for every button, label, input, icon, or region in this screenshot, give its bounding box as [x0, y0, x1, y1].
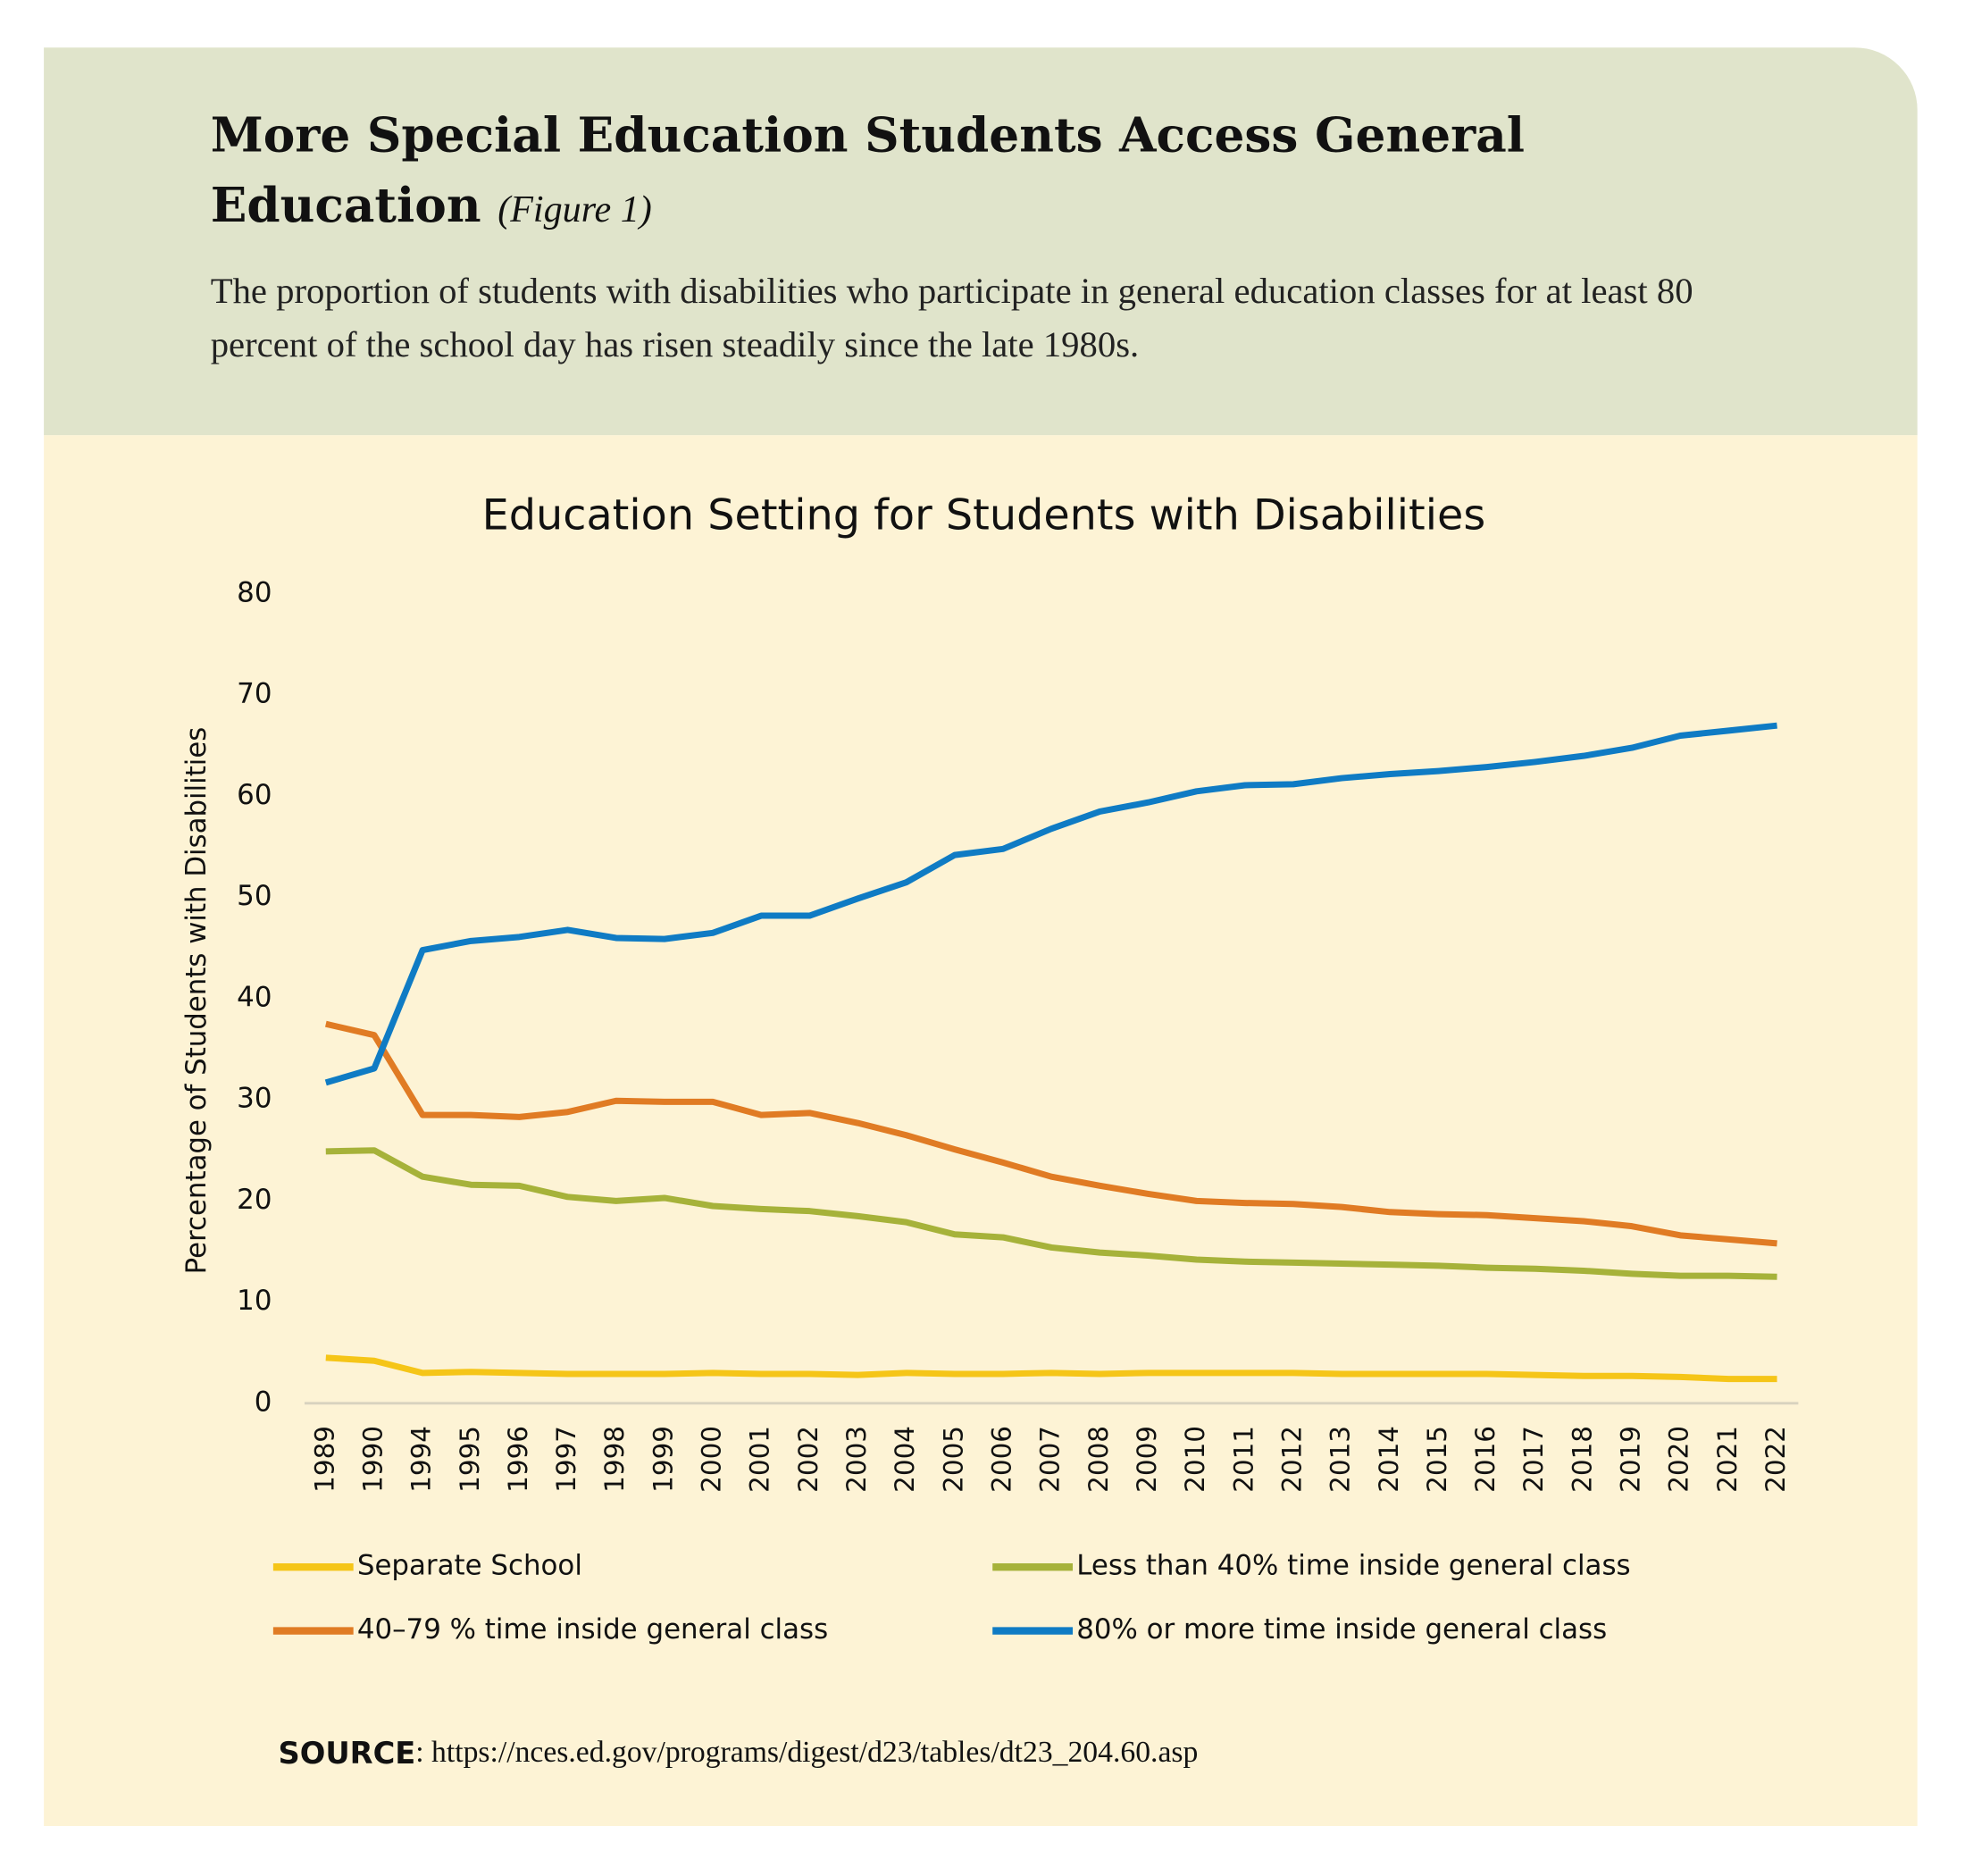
- header-title-text: More Special Education Students Access G…: [210, 106, 1526, 233]
- x-tick-label: 2005: [938, 1426, 968, 1493]
- subtitle-box: The proportion of students with disabili…: [210, 271, 1693, 365]
- x-tick-label: 2020: [1664, 1426, 1694, 1493]
- series-line: [324, 722, 1777, 1086]
- x-tick-label: 2011: [1228, 1426, 1258, 1493]
- y-tick-label: 20: [237, 1184, 272, 1216]
- source-label: SOURCE: [278, 1736, 415, 1771]
- x-tick-label: 2021: [1712, 1426, 1743, 1493]
- x-tick-label: 1999: [648, 1426, 678, 1493]
- x-tick-label: 2006: [986, 1426, 1016, 1493]
- y-axis-label: Percentage of Students with Disabilities: [180, 727, 213, 1275]
- x-tick-label: 2014: [1374, 1426, 1404, 1493]
- x-tick-label: 2019: [1616, 1426, 1646, 1493]
- y-tick-label: 60: [237, 779, 272, 811]
- series-line: [325, 1020, 1777, 1247]
- legend-label: 40–79 % time inside general class: [357, 1613, 828, 1646]
- header-panel: [44, 47, 1918, 436]
- header-title: More Special Education Students Access G…: [211, 100, 1665, 245]
- header-title-box: More Special Education Students Access G…: [211, 100, 1665, 245]
- x-tick-label: 2003: [841, 1426, 872, 1493]
- y-tick-label: 30: [237, 1083, 272, 1115]
- x-tick-label: 2004: [890, 1426, 920, 1493]
- x-tick-label: 1998: [599, 1426, 630, 1493]
- x-tick-label: 2001: [745, 1426, 775, 1493]
- x-tick-label: 2012: [1276, 1426, 1307, 1493]
- x-tick-label: 1997: [551, 1426, 581, 1493]
- y-tick-label: 10: [237, 1285, 272, 1317]
- figure-label: (Figure 1): [498, 188, 652, 230]
- legend-label: Less than 40% time inside general class: [1076, 1550, 1630, 1582]
- x-tick-label: 2013: [1325, 1426, 1356, 1493]
- series-line: [325, 1147, 1777, 1280]
- y-tick-label: 70: [237, 678, 272, 710]
- x-tick-label: 2017: [1518, 1426, 1549, 1493]
- source-text: : https://nces.ed.gov/programs/digest/d2…: [415, 1736, 1198, 1769]
- x-tick-label: 1994: [406, 1426, 437, 1493]
- x-tick-label: 1995: [455, 1426, 485, 1493]
- x-tick-label: 2008: [1083, 1426, 1114, 1493]
- y-tick-label: 40: [237, 981, 272, 1013]
- legend-label: 80% or more time inside general class: [1076, 1613, 1607, 1646]
- x-tick-label: 2018: [1567, 1426, 1597, 1493]
- subtitle: The proportion of students with disabili…: [210, 271, 1693, 365]
- y-tick-label: 80: [237, 577, 272, 609]
- x-tick-label: 2010: [1180, 1426, 1210, 1493]
- legend-label: Separate School: [357, 1550, 582, 1582]
- chart-title: Education Setting for Students with Disa…: [482, 491, 1486, 540]
- x-tick-label: 2009: [1132, 1426, 1162, 1493]
- series-line: [325, 1354, 1777, 1383]
- x-tick-label: 2016: [1470, 1426, 1501, 1493]
- source: SOURCE: https://nces.ed.gov/programs/dig…: [278, 1736, 1198, 1771]
- y-tick-label: 50: [237, 880, 272, 912]
- y-tick-label: 0: [255, 1386, 272, 1418]
- x-tick-label: 1990: [357, 1426, 388, 1493]
- x-tick-label: 2015: [1422, 1426, 1452, 1493]
- chart-panel: [44, 435, 1918, 1827]
- x-tick-label: 2007: [1035, 1426, 1066, 1493]
- x-tick-label: 1996: [503, 1426, 533, 1493]
- x-tick-label: 2000: [697, 1426, 727, 1493]
- x-tick-label: 1989: [309, 1426, 339, 1493]
- x-tick-label: 2022: [1760, 1426, 1791, 1493]
- x-tick-label: 2002: [793, 1426, 824, 1493]
